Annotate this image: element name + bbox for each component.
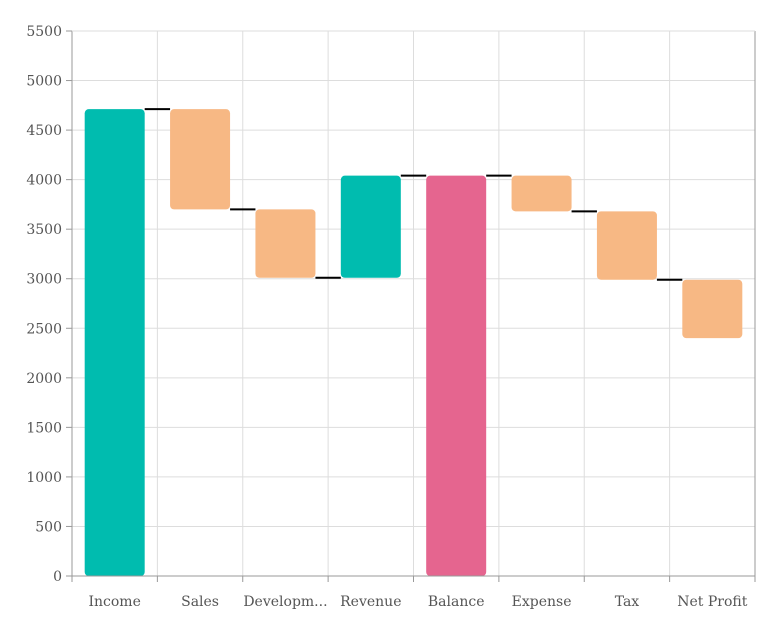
y-tick-label: 5500 (26, 24, 62, 40)
y-tick-label: 500 (35, 519, 62, 535)
y-tick-label: 3500 (26, 222, 62, 238)
bar-sales[interactable] (170, 109, 231, 210)
x-tick-label: Expense (512, 594, 572, 610)
bar-developm[interactable] (255, 209, 316, 278)
x-tick-label: Revenue (340, 594, 401, 610)
y-tick-label: 2000 (26, 371, 62, 387)
y-tick-label: 2500 (26, 321, 62, 337)
x-tick-label: Balance (428, 594, 485, 610)
x-tick-label: Sales (181, 594, 219, 610)
y-tick-label: 3000 (26, 272, 62, 288)
y-tick-label: 5000 (26, 74, 62, 90)
bar-layer (84, 109, 743, 576)
y-tick-label: 4500 (26, 123, 62, 139)
y-tick-label: 0 (53, 569, 62, 585)
bar-tax[interactable] (596, 211, 657, 280)
bar-net-profit[interactable] (682, 279, 743, 339)
bar-revenue[interactable] (340, 175, 401, 278)
y-tick-label: 1000 (26, 470, 62, 486)
connector-layer (144, 108, 683, 281)
bar-balance[interactable] (426, 175, 487, 576)
x-tick-label: Developm... (243, 594, 327, 610)
y-tick-label: 4000 (26, 173, 62, 189)
x-tick-label: Income (88, 594, 140, 610)
y-tick-label: 1500 (26, 420, 62, 436)
x-tick-label: Net Profit (677, 594, 747, 610)
axis-layer: 0 500 1000 1500 2000 2500 3000 3500 4000 4500 5000… (26, 24, 756, 610)
x-tick-label: Tax (615, 594, 640, 610)
bar-income[interactable] (84, 109, 145, 576)
bar-expense[interactable] (511, 175, 572, 212)
